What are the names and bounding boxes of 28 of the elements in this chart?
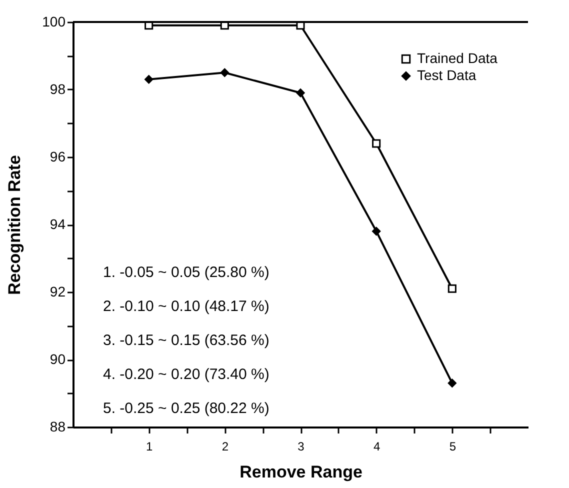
y-tick-label: 100 xyxy=(42,14,66,30)
legend-label: Test Data xyxy=(417,67,476,83)
annotation: 5. -0.25 ~ 0.25 (80.22 %) xyxy=(103,400,270,417)
point xyxy=(144,75,154,84)
x-tick-label: 4 xyxy=(373,440,380,454)
y-tick-label: 88 xyxy=(50,418,66,434)
y-tick-label: 90 xyxy=(50,351,66,367)
annotation: 1. -0.05 ~ 0.05 (25.80 %) xyxy=(103,264,270,281)
x-tick-label: 2 xyxy=(222,440,229,454)
point xyxy=(220,68,229,77)
y-tick-label: 96 xyxy=(50,148,66,164)
point xyxy=(372,226,381,236)
annotation: 2. -0.10 ~ 0.10 (48.17 %) xyxy=(103,298,270,315)
annotation: 4. -0.20 ~ 0.20 (73.40 %) xyxy=(103,366,270,383)
y-tick-label: 98 xyxy=(50,81,66,97)
y-tick-label: 92 xyxy=(50,284,66,300)
point xyxy=(372,139,381,148)
legend-label: Trained Data xyxy=(417,50,498,66)
annotation: 3. -0.15 ~ 0.15 (63.56 %) xyxy=(103,332,270,349)
x-axis-title: Remove Range xyxy=(240,462,362,482)
point xyxy=(448,378,456,388)
point xyxy=(448,284,456,293)
x-tick-label: 3 xyxy=(298,440,305,454)
x-tick-label: 1 xyxy=(146,440,153,454)
y-axis-title: Recognition Rate xyxy=(5,155,24,295)
point xyxy=(296,88,305,98)
y-tick-label: 94 xyxy=(50,216,66,232)
x-tick-label: 5 xyxy=(449,440,456,454)
